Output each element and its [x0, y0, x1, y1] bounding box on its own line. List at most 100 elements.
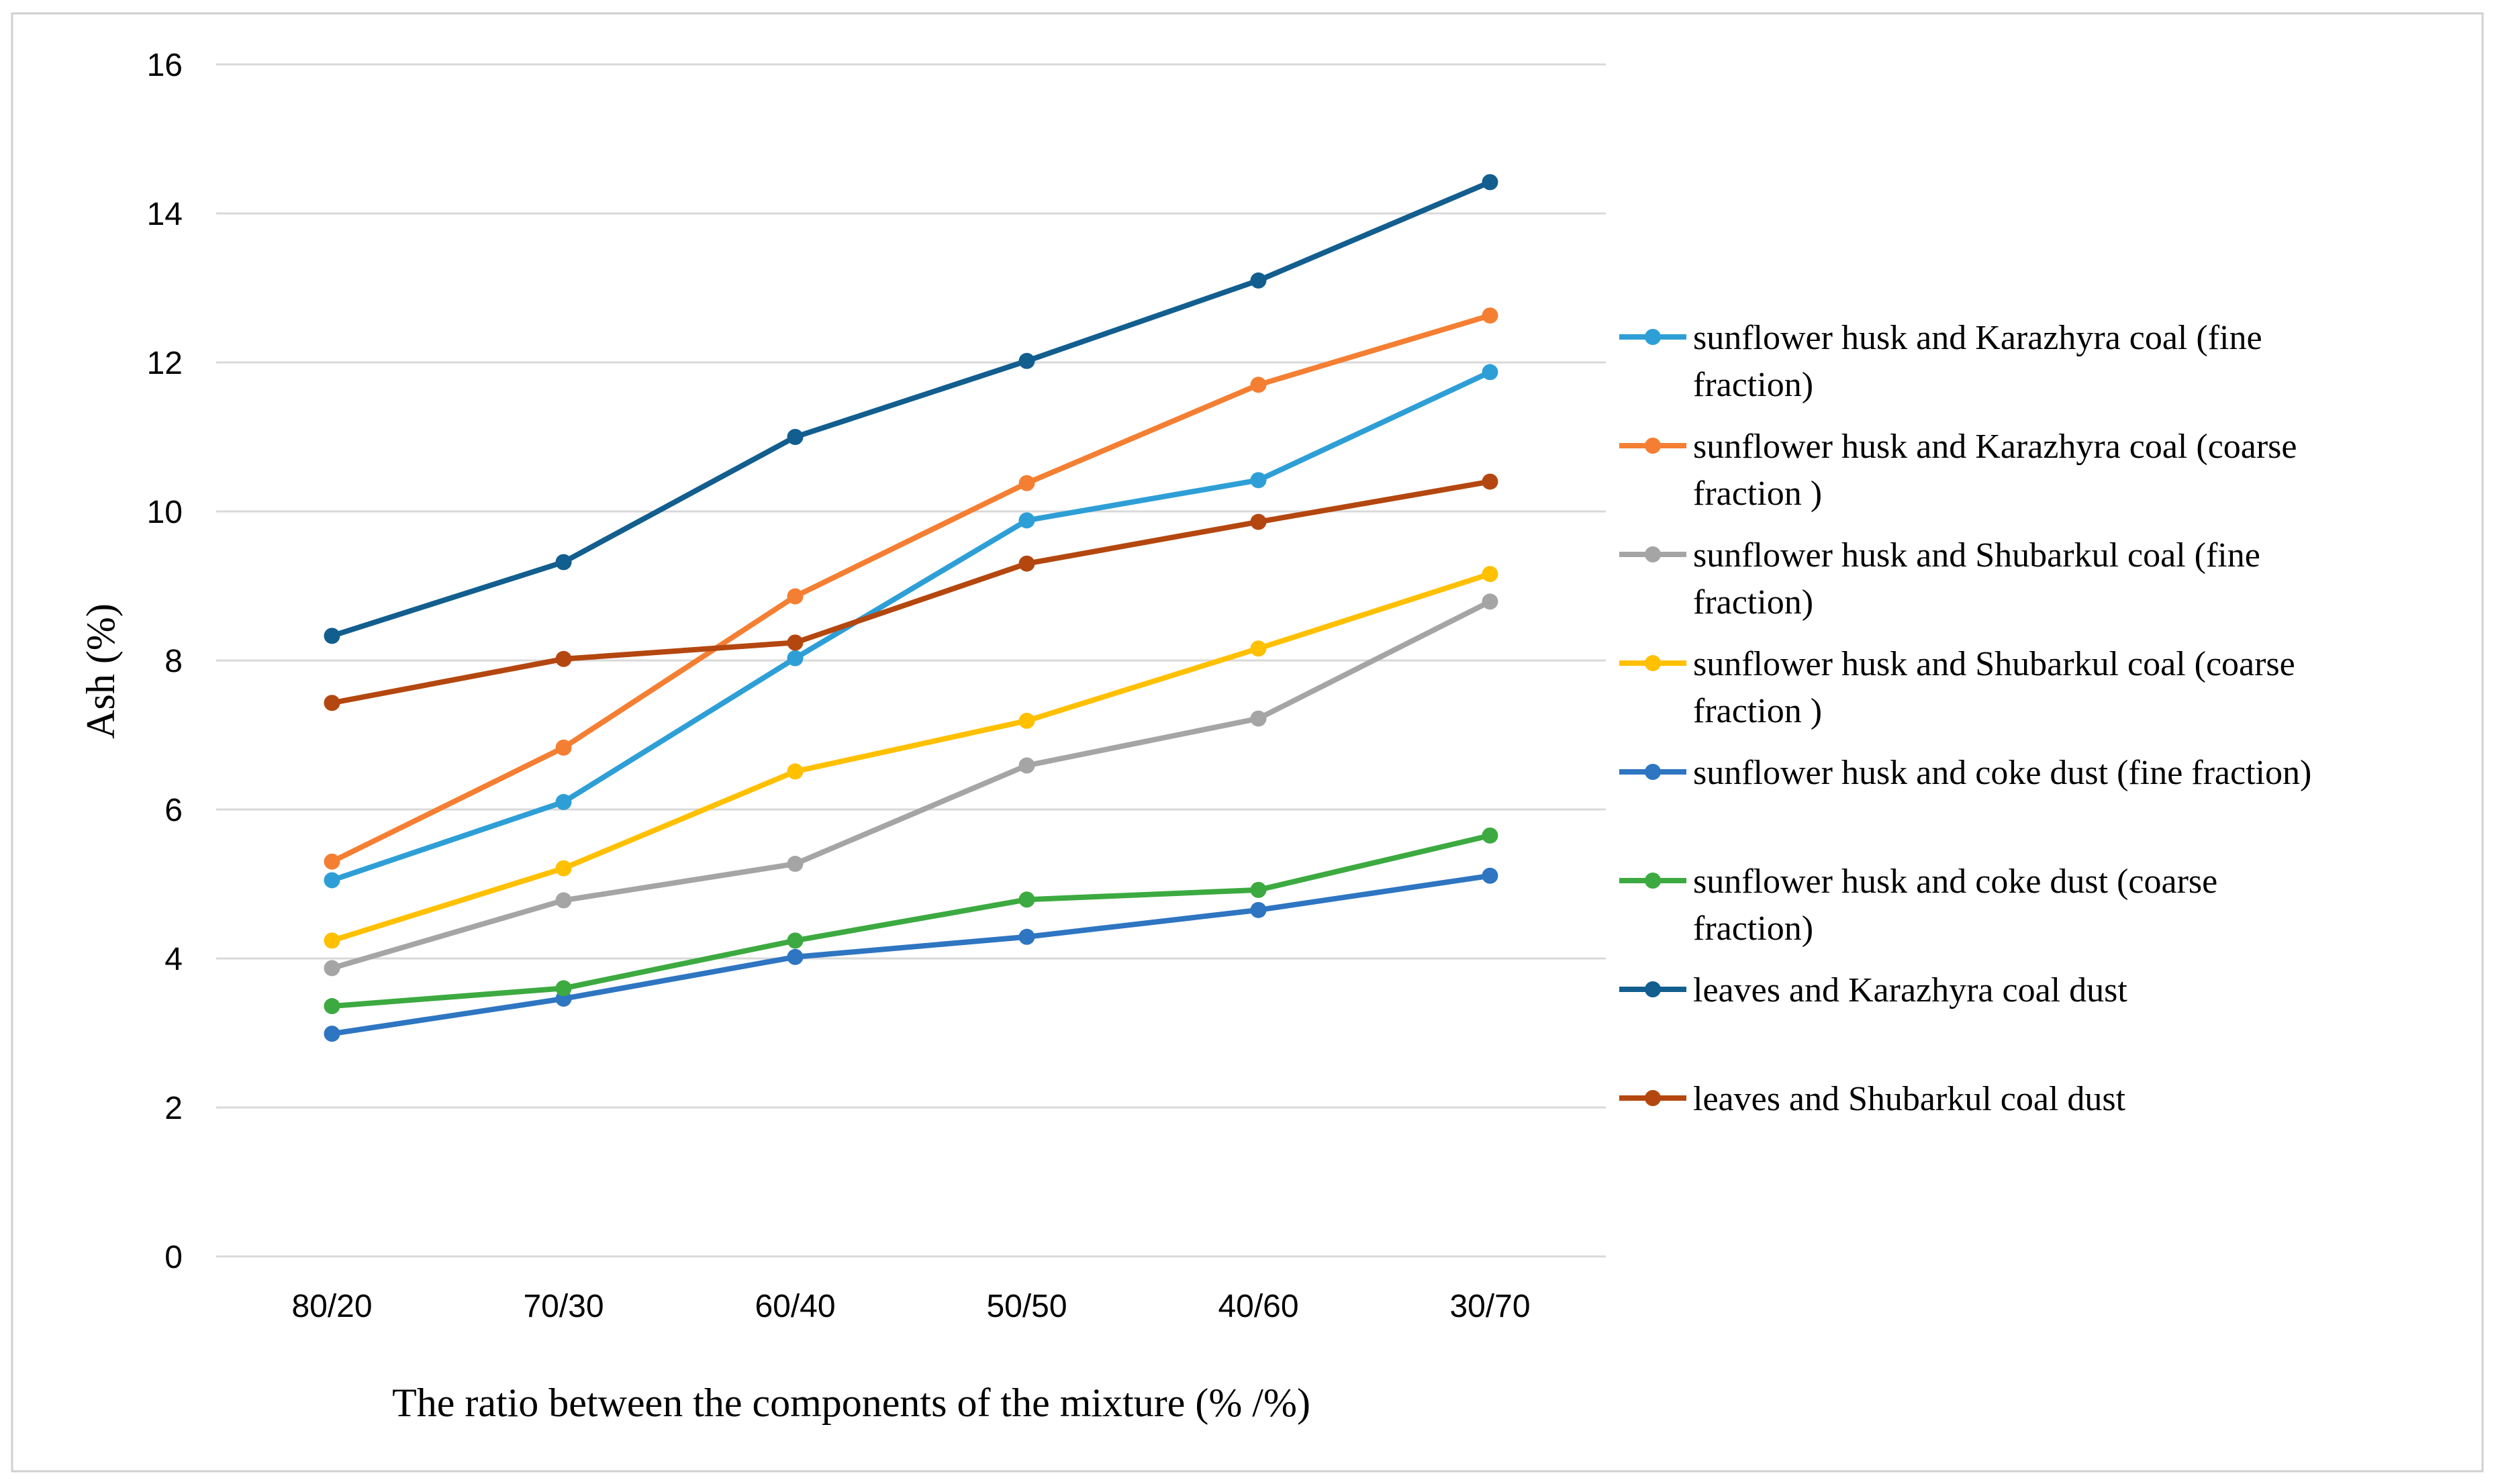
legend-item: sunflower husk and Karazhyra coal (fine f… — [1619, 319, 2262, 404]
series-line — [329, 369, 1493, 883]
x-tick-label: 60/40 — [755, 1289, 835, 1324]
data-point — [787, 634, 804, 651]
legend-label: sunflower husk and Karazhyra coal (coars… — [1693, 428, 2297, 466]
data-point — [1250, 472, 1267, 489]
x-tick-label: 80/20 — [291, 1289, 372, 1324]
legend-label: fraction ) — [1693, 475, 1822, 513]
y-tick-label: 6 — [164, 793, 183, 828]
data-point — [1250, 640, 1267, 657]
data-point — [1250, 513, 1267, 530]
data-point — [1250, 881, 1267, 898]
data-point — [1018, 475, 1035, 491]
series-line — [329, 313, 1493, 864]
series-line — [329, 873, 1493, 1037]
y-tick-label: 14 — [147, 197, 183, 232]
series-line — [329, 479, 1493, 706]
data-point — [555, 980, 572, 997]
data-point — [555, 554, 572, 571]
series-7 — [324, 174, 1498, 644]
legend-label: sunflower husk and coke dust (coarse — [1693, 862, 2217, 901]
legend-marker — [1645, 873, 1661, 889]
data-point — [324, 628, 340, 644]
series-2 — [324, 307, 1498, 870]
series-line — [329, 599, 1493, 971]
legend-label: fraction) — [1693, 909, 1813, 948]
legend-item: sunflower husk and Shubarkul coal (fine f… — [1619, 536, 2260, 622]
data-point — [1018, 512, 1035, 529]
series-5 — [324, 867, 1498, 1042]
data-point — [1018, 928, 1035, 945]
series-line — [329, 179, 1493, 639]
legend: sunflower husk and Karazhyra coal (fine f… — [1619, 319, 2311, 1118]
y-tick-label: 2 — [164, 1091, 183, 1126]
chart-border — [11, 12, 2484, 1473]
data-point — [555, 860, 572, 877]
legend-marker — [1645, 546, 1661, 562]
data-point — [324, 853, 340, 870]
data-point — [1482, 307, 1498, 324]
series-6 — [324, 827, 1498, 1015]
data-point — [787, 948, 804, 965]
gridlines — [216, 63, 1606, 1258]
data-point — [324, 1026, 340, 1042]
legend-label: leaves and Karazhyra coal dust — [1693, 971, 2127, 1009]
data-point — [1482, 174, 1498, 191]
data-point — [1482, 566, 1498, 583]
data-point — [555, 650, 572, 667]
series-line — [329, 832, 1493, 1009]
legend-item: sunflower husk and Shubarkul coal (coars… — [1619, 645, 2295, 730]
data-point — [1018, 352, 1035, 369]
data-point — [1482, 473, 1498, 490]
series-1 — [324, 364, 1498, 889]
legend-label: fraction) — [1693, 583, 1813, 622]
y-axis-ticks: 0 2 4 6 8 10 12 14 16 — [147, 48, 183, 1275]
legend-item: sunflower husk and Karazhyra coal (coars… — [1619, 428, 2297, 513]
series-8 — [324, 473, 1498, 711]
y-tick-label: 8 — [164, 644, 183, 679]
data-point — [555, 739, 572, 756]
data-point — [1482, 827, 1498, 844]
series-4 — [324, 566, 1498, 949]
series-lines — [324, 174, 1498, 1042]
legend-label: sunflower husk and coke dust (fine fract… — [1693, 754, 2311, 792]
legend-marker — [1645, 764, 1661, 780]
x-axis-ticks: 80/20 70/30 60/40 50/50 40/60 30/70 — [291, 1289, 1530, 1324]
legend-marker — [1645, 329, 1661, 345]
x-tick-label: 30/70 — [1449, 1289, 1530, 1324]
y-tick-label: 4 — [164, 942, 183, 977]
legend-item: leaves and Shubarkul coal dust — [1619, 1080, 2126, 1118]
legend-label: sunflower husk and Shubarkul coal (coars… — [1693, 645, 2295, 683]
data-point — [787, 429, 804, 445]
series-3 — [324, 593, 1498, 977]
data-point — [1250, 377, 1267, 393]
data-point — [787, 856, 804, 873]
data-point — [324, 872, 340, 889]
x-tick-label: 70/30 — [523, 1289, 604, 1324]
legend-label: fraction ) — [1693, 692, 1822, 730]
x-tick-label: 50/50 — [986, 1289, 1067, 1324]
legend-label: fraction) — [1693, 366, 1813, 404]
data-point — [1250, 901, 1267, 918]
data-point — [787, 932, 804, 949]
legend-label: sunflower husk and Karazhyra coal (fine — [1693, 319, 2262, 357]
data-point — [1018, 757, 1035, 774]
data-point — [324, 695, 340, 711]
data-point — [1018, 891, 1035, 908]
data-point — [1018, 712, 1035, 729]
data-point — [1482, 364, 1498, 381]
data-point — [324, 960, 340, 977]
series-line — [329, 571, 1493, 944]
legend-item: sunflower husk and coke dust (coarse frac… — [1619, 862, 2217, 948]
legend-label: sunflower husk and Shubarkul coal (fine — [1693, 536, 2260, 575]
y-tick-label: 16 — [147, 48, 183, 83]
data-point — [787, 588, 804, 605]
legend-marker — [1645, 655, 1661, 671]
y-tick-label: 10 — [147, 495, 183, 530]
x-axis-title: The ratio between the components of the … — [392, 1381, 1310, 1425]
data-point — [555, 892, 572, 909]
legend-marker — [1645, 438, 1661, 454]
legend-label: leaves and Shubarkul coal dust — [1693, 1080, 2126, 1118]
data-point — [555, 793, 572, 810]
